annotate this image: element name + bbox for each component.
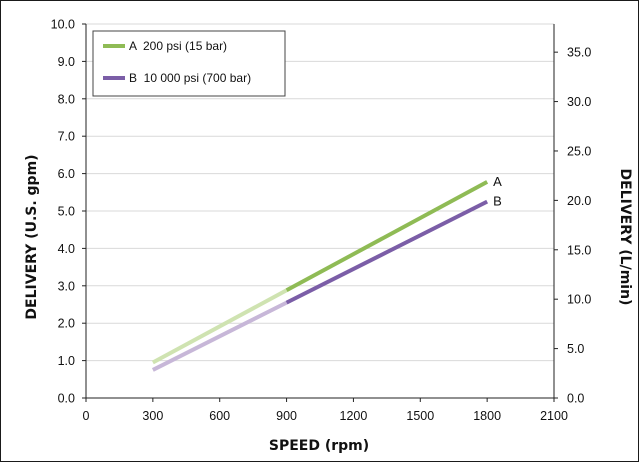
y-tick-label: 10.0 (51, 18, 75, 32)
y-tick-label: 3.0 (58, 279, 75, 293)
legend-label-b: B 10 000 psi (700 bar) (129, 71, 251, 85)
x-tick-label: 300 (142, 409, 163, 423)
series-end-labels: AB (493, 174, 502, 209)
y2-tick-label: 5.0 (567, 342, 584, 356)
series-a-end-label: A (493, 174, 502, 189)
y2-tick-label: 10.0 (567, 293, 591, 307)
y-tick-label: 8.0 (58, 92, 75, 106)
y-tick-label: 1.0 (58, 354, 75, 368)
series-b-end-label: B (493, 194, 502, 209)
y2-axis-title: DELIVERY (L/min) (617, 169, 633, 306)
x-tick-label: 600 (209, 409, 230, 423)
y-axis-title: DELIVERY (U.S. gpm) (24, 154, 40, 319)
x-tick-label: 900 (276, 409, 297, 423)
y-tick-label: 0.0 (58, 392, 75, 406)
x-tick-label: 2100 (540, 409, 568, 423)
y-tick-label: 9.0 (58, 55, 75, 69)
series-a-extrapolated-line (151, 288, 288, 365)
x-tick-label: 1800 (473, 409, 501, 423)
y-tick-label: 5.0 (58, 205, 75, 219)
gridlines (86, 23, 554, 362)
y2-tick-label: 20.0 (567, 194, 591, 208)
tick-labels: 0.0 1.0 2.0 3.0 4.0 5.0 6.0 7.0 8.0 9.0 10.0 0.0 5.0… (51, 18, 592, 424)
y2-tick-label: 0.0 (567, 392, 584, 406)
y-tick-label: 7.0 (58, 130, 75, 144)
series-b-line (285, 199, 489, 305)
y-tick-label: 2.0 (58, 317, 75, 331)
x-axis-title: SPEED (rpm) (269, 438, 369, 454)
legend-label-a: A 200 psi (15 bar) (129, 39, 227, 53)
y-tick-label: 6.0 (58, 167, 75, 181)
series-lines (151, 180, 489, 372)
y-tick-label: 4.0 (58, 242, 75, 256)
legend-box (92, 30, 286, 97)
x-tick-label: 0 (83, 409, 90, 423)
series-b-extrapolated-line (151, 300, 288, 372)
y2-tick-label: 15.0 (567, 243, 591, 257)
series-a-line (285, 180, 489, 293)
y2-tick-label: 30.0 (567, 95, 591, 109)
legend: A 200 psi (15 bar) B 10 000 psi (700 bar) (92, 30, 286, 97)
y2-tick-label: 25.0 (567, 144, 591, 158)
y2-tick-label: 35.0 (567, 46, 591, 60)
axes (82, 23, 558, 402)
x-tick-label: 1200 (340, 409, 368, 423)
x-tick-label: 1500 (406, 409, 434, 423)
